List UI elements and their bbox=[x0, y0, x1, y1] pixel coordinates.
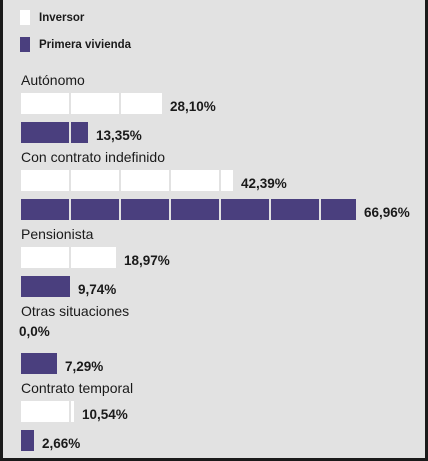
category-label: Con contrato indefinido bbox=[21, 149, 165, 165]
value-label: 42,39% bbox=[241, 176, 287, 191]
bar-segment bbox=[321, 199, 356, 220]
bar-segment bbox=[71, 93, 119, 114]
bar-segment bbox=[271, 199, 319, 220]
bar-inversor bbox=[21, 247, 116, 268]
value-label: 2,66% bbox=[42, 436, 81, 451]
bar-segment bbox=[221, 199, 269, 220]
bar-inversor bbox=[21, 401, 74, 422]
category-label: Otras situaciones bbox=[21, 303, 130, 319]
value-label: 10,54% bbox=[82, 407, 128, 422]
bar-segment bbox=[71, 401, 74, 422]
bar-segment bbox=[21, 276, 70, 297]
legend-label-1: Inversor bbox=[39, 12, 85, 24]
legend-label-2: Primera vivienda bbox=[39, 39, 132, 51]
value-label: 66,96% bbox=[364, 205, 410, 220]
value-label: 9,74% bbox=[78, 282, 117, 297]
bar-segment bbox=[21, 122, 69, 143]
bar-segment bbox=[121, 199, 169, 220]
bar-segment bbox=[21, 247, 69, 268]
bar-segment bbox=[121, 93, 162, 114]
value-label: 0,0% bbox=[19, 324, 50, 339]
legend-swatch-1 bbox=[20, 10, 30, 25]
bar-segment bbox=[21, 401, 69, 422]
bar-inversor bbox=[21, 170, 233, 191]
value-label: 18,97% bbox=[124, 253, 170, 268]
bar-segment bbox=[21, 199, 69, 220]
bar-primera-vivienda bbox=[21, 199, 356, 220]
bar-segment bbox=[171, 170, 219, 191]
category-label: Contrato temporal bbox=[21, 380, 134, 396]
legend-swatch-2 bbox=[20, 37, 30, 52]
category-label: Autónomo bbox=[21, 72, 85, 88]
bar-segment bbox=[71, 122, 88, 143]
bar-primera-vivienda bbox=[21, 276, 70, 297]
bar-segment bbox=[21, 93, 69, 114]
bar-segment bbox=[71, 199, 119, 220]
value-label: 13,35% bbox=[96, 128, 142, 143]
bar-segment bbox=[171, 199, 219, 220]
bar-primera-vivienda bbox=[21, 353, 57, 374]
bar-segment bbox=[121, 170, 169, 191]
bar-segment bbox=[221, 170, 233, 191]
value-label: 7,29% bbox=[65, 359, 104, 374]
bar-segment bbox=[71, 170, 119, 191]
bar-segment bbox=[21, 353, 57, 374]
bar-inversor bbox=[21, 93, 162, 114]
bar-segment bbox=[21, 170, 69, 191]
bar-primera-vivienda bbox=[21, 122, 88, 143]
bar-primera-vivienda bbox=[21, 430, 34, 451]
bar-segment bbox=[21, 430, 34, 451]
category-label: Pensionista bbox=[21, 226, 94, 242]
value-label: 28,10% bbox=[170, 99, 216, 114]
bar-segment bbox=[71, 247, 116, 268]
